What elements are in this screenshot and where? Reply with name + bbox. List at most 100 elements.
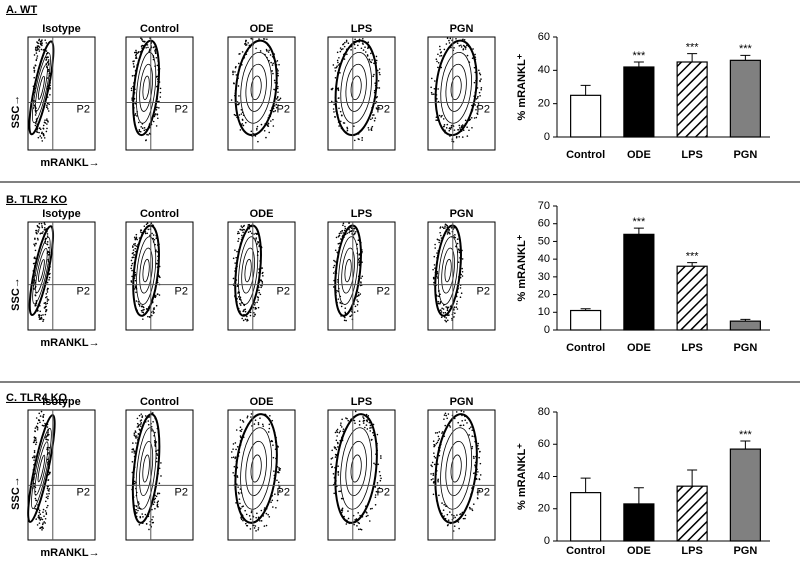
dot	[132, 448, 135, 450]
dot	[338, 234, 341, 237]
dot	[370, 439, 373, 441]
dot	[431, 461, 434, 464]
dot	[134, 54, 137, 57]
dot	[134, 285, 137, 287]
dot	[367, 47, 369, 49]
x-axis-label: mRANKL→	[40, 547, 99, 559]
dot	[140, 421, 143, 424]
dot	[250, 413, 253, 415]
dot	[437, 480, 439, 483]
dot	[432, 440, 435, 442]
dot	[333, 492, 335, 495]
dot	[237, 62, 240, 65]
contour	[240, 427, 273, 510]
contour	[34, 64, 48, 112]
dot	[47, 56, 49, 58]
dot	[130, 259, 133, 262]
dot	[145, 46, 147, 49]
dot	[458, 136, 461, 138]
dot	[46, 300, 49, 302]
dot	[265, 512, 268, 515]
y-axis-title: % mRANKL⁺	[516, 234, 528, 301]
dot	[156, 293, 159, 295]
dot	[152, 120, 155, 123]
dot	[472, 48, 474, 50]
dot	[133, 450, 135, 452]
dot	[42, 124, 45, 127]
dot	[337, 472, 340, 474]
dot	[40, 48, 43, 51]
dot	[453, 236, 456, 238]
dot	[441, 431, 444, 433]
dot	[47, 479, 49, 481]
dot	[146, 232, 149, 235]
dot	[130, 264, 133, 267]
dot	[332, 272, 335, 274]
contour	[142, 75, 150, 101]
dot	[465, 46, 467, 48]
dot	[146, 307, 148, 310]
dot	[334, 431, 337, 434]
dot	[346, 127, 349, 130]
dot	[278, 98, 281, 101]
dot	[34, 48, 37, 50]
dot	[46, 302, 49, 305]
dot	[33, 104, 36, 107]
dot	[139, 423, 142, 425]
dot	[46, 426, 49, 428]
dot	[41, 523, 44, 526]
dot	[462, 48, 465, 50]
y-tick-label: 20	[538, 288, 550, 300]
dot	[138, 414, 141, 417]
dot	[236, 250, 238, 253]
dot	[360, 528, 363, 531]
dot	[270, 120, 272, 122]
dot	[336, 428, 339, 431]
dot	[46, 291, 49, 293]
dot	[338, 57, 340, 59]
dot	[38, 50, 41, 52]
dot	[42, 522, 44, 524]
dot	[254, 525, 257, 527]
dot	[253, 527, 256, 529]
dot	[41, 44, 43, 47]
dot	[438, 241, 440, 244]
dot	[154, 49, 156, 52]
dot	[160, 462, 162, 464]
dot	[375, 490, 378, 493]
dot	[464, 517, 466, 520]
dot	[466, 126, 468, 129]
dot	[134, 244, 136, 247]
dot	[470, 116, 473, 119]
dot	[340, 114, 343, 116]
dot	[45, 56, 48, 59]
contour	[341, 247, 355, 294]
dot	[237, 296, 240, 298]
dot	[241, 234, 243, 237]
dot	[46, 287, 49, 290]
dot	[375, 59, 378, 62]
dot	[47, 439, 49, 441]
dot	[341, 229, 344, 232]
dot	[438, 454, 441, 457]
dot	[478, 91, 481, 94]
dot	[135, 300, 138, 302]
dot	[273, 88, 275, 91]
dot	[254, 308, 257, 310]
dot	[365, 511, 367, 513]
dot	[443, 414, 446, 416]
dot	[132, 249, 135, 251]
dot	[135, 505, 138, 508]
dot	[258, 291, 261, 294]
dot	[230, 451, 233, 453]
dot	[442, 308, 445, 310]
flow-plot	[125, 221, 194, 331]
dot	[144, 513, 147, 516]
dot	[438, 239, 441, 242]
dot	[333, 264, 336, 267]
dot	[143, 126, 146, 129]
dot	[378, 106, 380, 109]
dot	[136, 52, 138, 55]
plot-frame	[27, 36, 96, 151]
dot	[33, 456, 36, 459]
